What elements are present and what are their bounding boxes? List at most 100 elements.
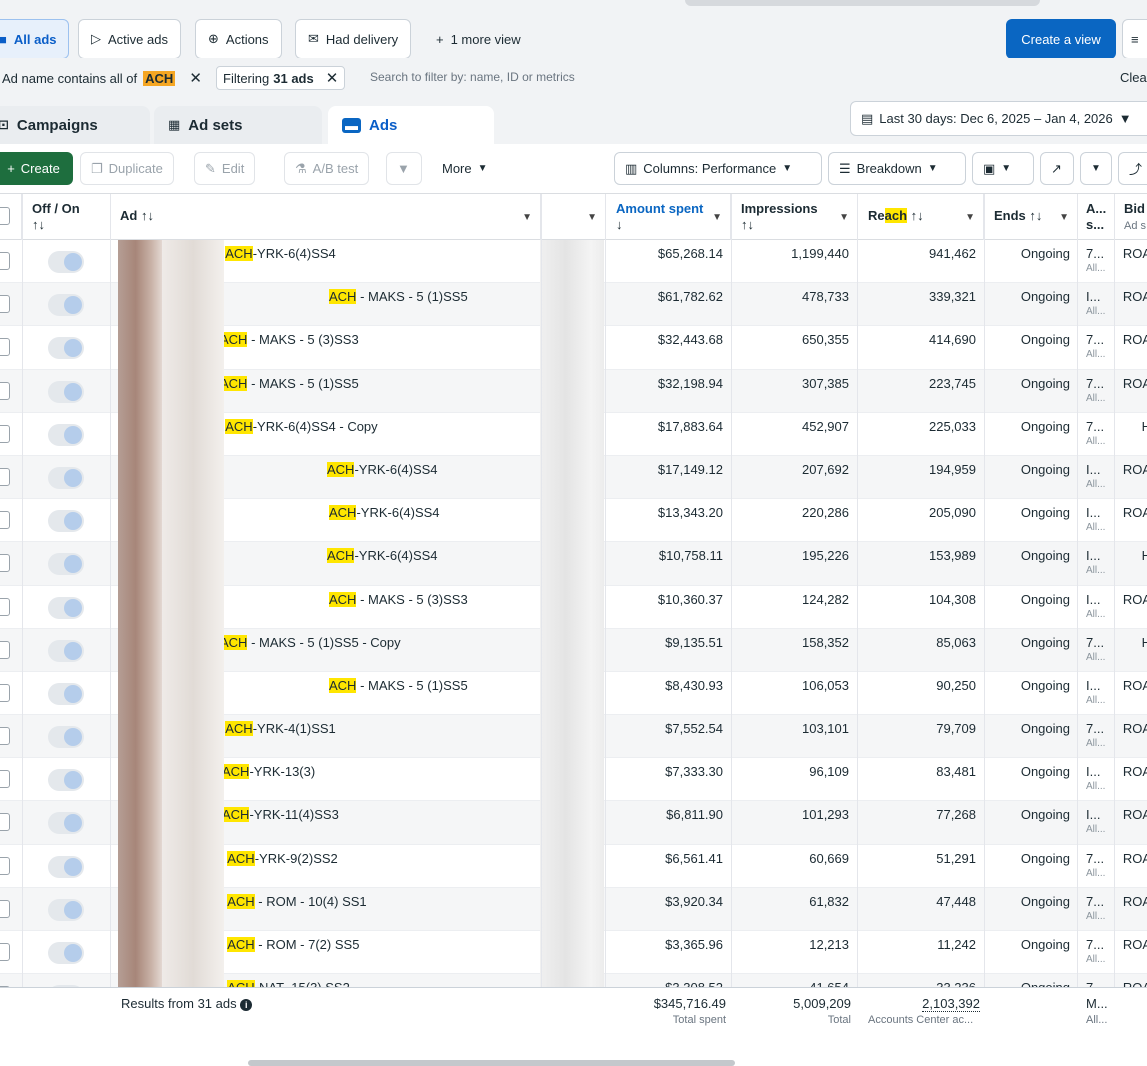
ab-test-dropdown[interactable]: ▼: [386, 152, 422, 185]
row-checkbox[interactable]: [0, 943, 10, 961]
row-checkbox[interactable]: [0, 770, 10, 789]
search-input[interactable]: Search to filter by: name, ID or metrics: [370, 70, 575, 84]
horizontal-scrollbar[interactable]: [248, 1060, 735, 1066]
row-checkbox[interactable]: [0, 986, 10, 987]
reports-button[interactable]: ▣ ▼: [972, 152, 1034, 185]
view-active-ads[interactable]: ▷ Active ads: [78, 19, 181, 59]
on-off-toggle[interactable]: [48, 423, 84, 446]
on-off-toggle[interactable]: [48, 639, 84, 662]
caret-down-icon[interactable]: ▼: [1059, 212, 1069, 223]
row-checkbox[interactable]: [0, 424, 10, 443]
on-off-toggle[interactable]: [48, 682, 84, 705]
on-off-toggle[interactable]: [48, 466, 84, 489]
caret-down-icon[interactable]: ▼: [522, 212, 532, 223]
breakdown-button[interactable]: ☰ Breakdown ▼: [828, 152, 966, 185]
chart-button[interactable]: ⤴: [1118, 152, 1147, 185]
ad-name-link[interactable]: - ACH - ROM - 10(4) SS1: [220, 888, 534, 931]
ad-name-link[interactable]: - ACH-YRK-9(2)SS2: [220, 845, 534, 888]
caret-down-icon[interactable]: ▼: [712, 212, 722, 223]
row-checkbox[interactable]: [0, 597, 10, 616]
col-bid[interactable]: Bid Ad s: [1115, 194, 1147, 240]
ad-name-link[interactable]: - ACH-NAT- 15(3) SS2: [220, 974, 534, 987]
view-actions[interactable]: ⊕ Actions: [195, 19, 282, 59]
ad-name-link[interactable]: ACH - MAKS - 5 (1)SS5: [220, 370, 534, 413]
on-off-toggle[interactable]: [48, 596, 84, 619]
ad-name-link[interactable]: ACH - MAKS - 5 (1)SS5: [329, 283, 534, 326]
export-dropdown[interactable]: ▼: [1080, 152, 1112, 185]
on-off-toggle[interactable]: [48, 898, 84, 921]
ad-name-link[interactable]: ACH - MAKS - 5 (1)SS5 - Copy: [220, 629, 534, 672]
ad-name-filter-chip[interactable]: Ad name contains all of ACH ✕: [0, 66, 208, 90]
row-checkbox[interactable]: [0, 511, 10, 530]
on-off-toggle[interactable]: [48, 812, 84, 835]
ad-name-link[interactable]: ACH - MAKS - 5 (3)SS3: [329, 586, 534, 629]
row-checkbox[interactable]: [0, 640, 10, 659]
duplicate-button[interactable]: ❐ Duplicate: [80, 152, 174, 185]
tab-ads[interactable]: ▬ Ads: [328, 106, 494, 144]
more-views-button[interactable]: + 1 more view: [424, 19, 533, 59]
more-button[interactable]: More ▼: [432, 152, 498, 185]
tab-campaigns[interactable]: ⊡ Campaigns: [0, 106, 150, 144]
view-settings-button[interactable]: ≡: [1122, 19, 1147, 59]
row-checkbox[interactable]: [0, 727, 10, 746]
row-checkbox[interactable]: [0, 252, 10, 270]
clear-filters-button[interactable]: Clea: [1120, 70, 1147, 85]
close-icon[interactable]: ✕: [325, 70, 339, 87]
on-off-toggle[interactable]: [48, 510, 84, 533]
ad-name-link[interactable]: - ACH-YRK-4(1)SS1: [218, 715, 534, 758]
col-reach[interactable]: Reach ↑↓ ▼: [858, 194, 984, 240]
on-off-toggle[interactable]: [48, 769, 84, 792]
create-button[interactable]: + Create: [0, 152, 73, 185]
on-off-toggle[interactable]: [48, 726, 84, 749]
row-checkbox[interactable]: [0, 554, 10, 573]
on-off-toggle[interactable]: [48, 251, 84, 273]
on-off-toggle[interactable]: [48, 337, 84, 360]
col-off-on[interactable]: Off / On ↑↓: [22, 194, 111, 240]
col-hidden[interactable]: ▼: [541, 194, 606, 240]
col-attribution[interactable]: A... s...: [1078, 194, 1115, 240]
ad-name-link[interactable]: ACH-YRK-6(4)SS4: [327, 456, 534, 499]
table-row[interactable]: - ACH-YRK-6(4)SS4 - Copy $17,883.64 452,90…: [0, 413, 1147, 456]
on-off-toggle[interactable]: [48, 985, 84, 987]
row-checkbox[interactable]: [0, 856, 10, 875]
row-checkbox[interactable]: [0, 813, 10, 832]
caret-down-icon[interactable]: ▼: [839, 212, 849, 223]
view-had-delivery[interactable]: ✉ Had delivery: [295, 19, 412, 59]
create-view-button[interactable]: Create a view: [1006, 19, 1116, 59]
col-amount-spent[interactable]: Amount spent ↓ ▼: [606, 194, 731, 240]
col-impressions[interactable]: Impressions ↑↓ ▼: [731, 194, 858, 240]
table-row[interactable]: ACH - MAKS - 5 (3)SS3 $32,443.68 650,355 41…: [0, 326, 1147, 370]
caret-down-icon[interactable]: ▼: [587, 212, 597, 223]
on-off-toggle[interactable]: [48, 294, 84, 317]
col-ad[interactable]: Ad ↑↓ ▼: [111, 194, 541, 240]
row-checkbox[interactable]: [0, 467, 10, 486]
edit-button[interactable]: ✎ Edit: [194, 152, 256, 185]
ad-name-link[interactable]: - ACH - ROM - 7(2) SS5: [220, 931, 534, 974]
columns-button[interactable]: ▥ Columns: Performance ▼: [614, 152, 822, 185]
ad-name-link[interactable]: ACH-YRK-6(4)SS4: [329, 499, 534, 542]
ad-name-link[interactable]: ACH-YRK-13(3): [222, 758, 534, 801]
col-ends[interactable]: Ends ↑↓ ▼: [984, 194, 1078, 240]
caret-down-icon[interactable]: ▼: [965, 212, 975, 223]
info-icon[interactable]: i: [240, 999, 253, 1011]
on-off-toggle[interactable]: [48, 942, 84, 964]
export-button[interactable]: ↗: [1040, 152, 1074, 185]
on-off-toggle[interactable]: [48, 855, 84, 878]
ad-name-link[interactable]: ACH-YRK-6(4)SS4: [327, 542, 534, 585]
close-icon[interactable]: ✕: [189, 70, 202, 87]
row-checkbox[interactable]: [0, 338, 10, 357]
row-checkbox[interactable]: [0, 683, 10, 702]
filtering-count-chip[interactable]: Filtering 31 ads ✕: [216, 66, 346, 90]
ad-name-link[interactable]: ACH - MAKS - 5 (1)SS5: [329, 672, 534, 715]
date-range-picker[interactable]: ▤ Last 30 days: Dec 6, 2025 – Jan 4, 202…: [850, 101, 1147, 136]
row-checkbox[interactable]: [0, 381, 10, 400]
row-checkbox[interactable]: [0, 295, 10, 314]
on-off-toggle[interactable]: [48, 380, 84, 403]
ad-name-link[interactable]: ACH - MAKS - 5 (3)SS3: [220, 326, 534, 369]
ab-test-button[interactable]: ⚗ A/B test: [284, 152, 370, 185]
select-all-checkbox[interactable]: [0, 207, 10, 225]
row-checkbox[interactable]: [0, 899, 10, 918]
on-off-toggle[interactable]: [48, 553, 84, 576]
ad-name-link[interactable]: - ACH-YRK-6(4)SS4: [218, 240, 534, 283]
view-all-ads[interactable]: ■ All ads: [0, 19, 70, 59]
